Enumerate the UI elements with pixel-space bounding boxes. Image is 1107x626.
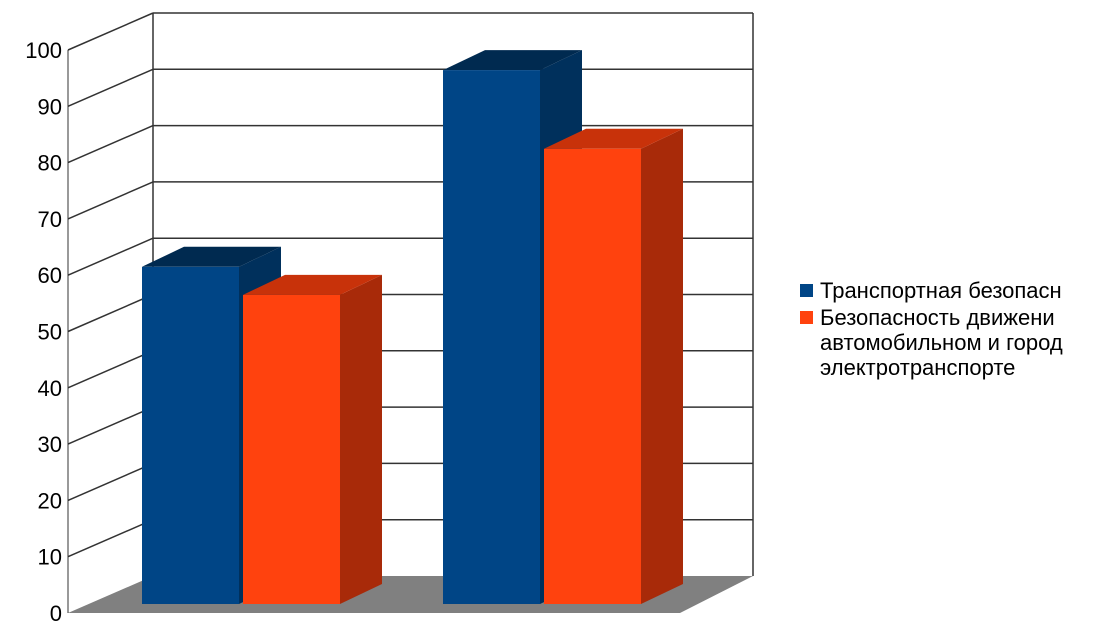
bar-top [544,128,683,149]
legend: Транспортная безопасн Безопасность движе… [800,278,1107,382]
bar-front [142,266,239,604]
y-tick-label-30: 30 [38,432,62,457]
legend-swatch-series-1 [800,284,813,297]
y-axis-ticks: 0 10 20 30 40 50 60 70 80 90 100 [25,38,62,626]
bar-front [243,294,340,604]
y-tick-label-100: 100 [25,38,62,63]
y-tick-label-70: 70 [38,207,62,232]
gridline-wall [67,68,154,107]
bar-2-series-2 [544,128,683,604]
gridline-wall [67,124,154,164]
bar-side [340,274,382,604]
gridline-wall [67,12,154,51]
gridline-wall [67,462,154,502]
y-tick-label-10: 10 [38,545,62,570]
bar-1-series-2 [243,274,382,604]
bar-front [443,70,540,605]
bars [142,50,683,605]
y-tick-label-20: 20 [38,488,62,513]
y-tick-label-90: 90 [38,94,62,119]
legend-item-series-1: Транспортная безопасн [800,278,1107,303]
legend-swatch-series-2 [800,311,813,324]
y-tick-label-80: 80 [38,151,62,176]
gridline-wall [67,293,154,333]
legend-item-series-2: Безопасность движени автомобильном и гор… [800,305,1107,380]
gridline-wall [67,350,154,389]
y-tick-label-60: 60 [38,263,62,288]
legend-label-series-1: Транспортная безопасн [820,278,1062,303]
gridline-wall [67,237,154,276]
bar-top [142,246,281,267]
bar-front [544,148,641,604]
bar-side [641,128,683,604]
gridline-wall [67,181,154,220]
y-tick-label-50: 50 [38,320,62,345]
bar-top [243,274,382,295]
bar-top [443,50,582,71]
y-tick-label-0: 0 [50,601,62,626]
y-tick-label-40: 40 [38,376,62,401]
legend-label-series-2: Безопасность движени автомобильном и гор… [820,305,1063,380]
gridline-wall [67,519,154,558]
gridline-wall [67,406,154,445]
